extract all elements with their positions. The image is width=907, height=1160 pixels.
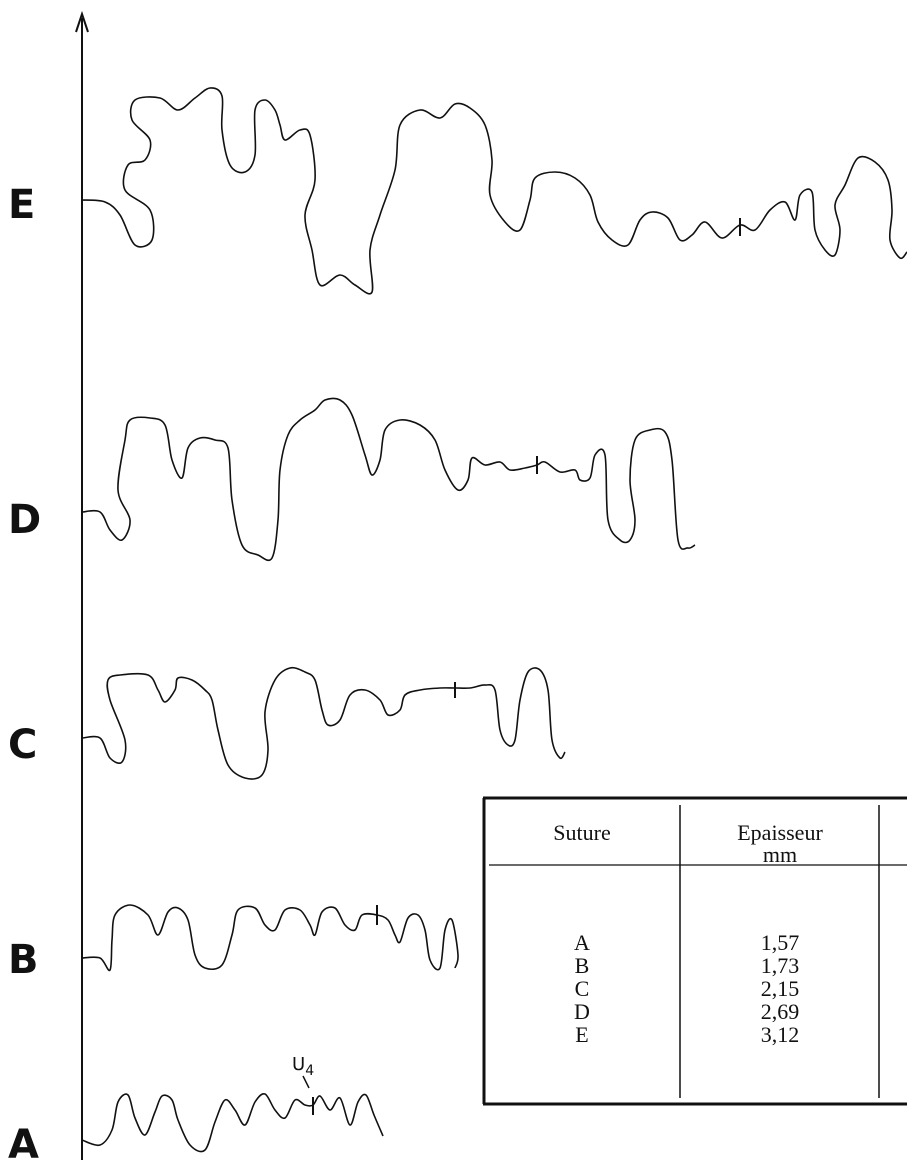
header-suture: Suture (553, 820, 610, 845)
row-suture: E (575, 1022, 588, 1047)
suture-line (82, 905, 458, 970)
suture-line (82, 668, 565, 779)
suture-line (82, 88, 907, 294)
annotation-base: U (292, 1054, 305, 1075)
suture-line (82, 1094, 383, 1152)
header-unit: mm (763, 842, 797, 867)
suture-line (82, 398, 695, 560)
row-thickness: 3,12 (761, 1022, 800, 1047)
row-thickness: 1,73 (761, 953, 800, 978)
suture-label: B (8, 937, 39, 983)
row-suture: B (575, 953, 590, 978)
suture-labels: E D C B A (8, 182, 41, 1160)
row-suture: A (574, 930, 590, 955)
suture-label: C (8, 722, 37, 768)
row-thickness: 2,15 (761, 976, 800, 1001)
annotation-sub: 4 (305, 1063, 314, 1079)
figure: EDCBA U4 Suture Epaisseur mm A1,57B1,73C… (0, 0, 907, 1160)
row-thickness: 2,69 (761, 999, 800, 1024)
suture-label: A (8, 1122, 39, 1160)
row-thickness: 1,57 (761, 930, 800, 955)
row-suture: C (575, 976, 590, 1001)
suture-label: E (8, 182, 35, 228)
u4-annotation: U4 (292, 1054, 314, 1079)
row-suture: D (574, 999, 590, 1024)
suture-label: D (8, 497, 41, 543)
table-body: A 1,57 B 1,73 C 2,15 D 2,69 E 3,12 (574, 930, 799, 1047)
